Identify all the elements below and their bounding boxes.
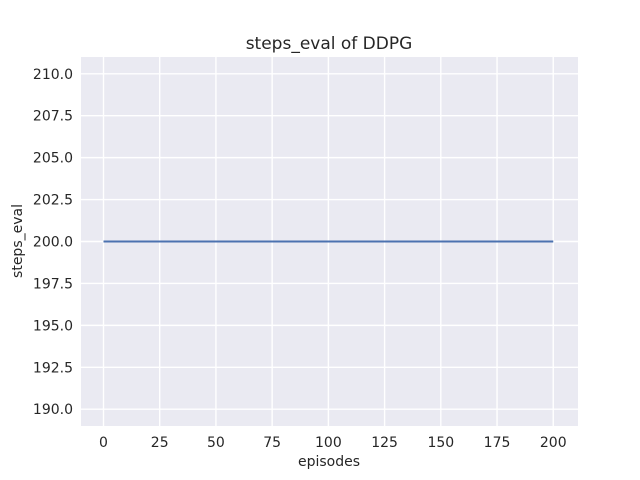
x-axis-label: episodes [298, 454, 360, 470]
y-tick-label: 195.0 [33, 318, 73, 334]
x-tick-label: 100 [315, 435, 342, 451]
y-tick-label: 210.0 [33, 67, 73, 83]
chart-title: steps_eval of DDPG [246, 34, 413, 54]
x-tick-label: 150 [427, 435, 454, 451]
x-tick-label: 75 [263, 435, 281, 451]
y-tick-label: 197.5 [33, 276, 73, 292]
x-tick-label: 175 [484, 435, 511, 451]
y-tick-label: 200.0 [33, 235, 73, 251]
y-tick-label: 192.5 [33, 360, 73, 376]
y-tick-label: 205.0 [33, 151, 73, 167]
y-tick-label: 207.5 [33, 109, 73, 125]
y-tick-label: 202.5 [33, 193, 73, 209]
tick-layer: 0 25 50 75 100 125 150 175 200 190.0 192.5 195.0 197… [33, 67, 567, 451]
x-tick-label: 200 [540, 435, 567, 451]
x-tick-label: 0 [99, 435, 108, 451]
x-tick-label: 25 [151, 435, 169, 451]
y-axis-label: steps_eval [10, 204, 26, 278]
x-tick-label: 50 [207, 435, 225, 451]
y-tick-label: 190.0 [33, 402, 73, 418]
x-tick-label: 125 [371, 435, 398, 451]
